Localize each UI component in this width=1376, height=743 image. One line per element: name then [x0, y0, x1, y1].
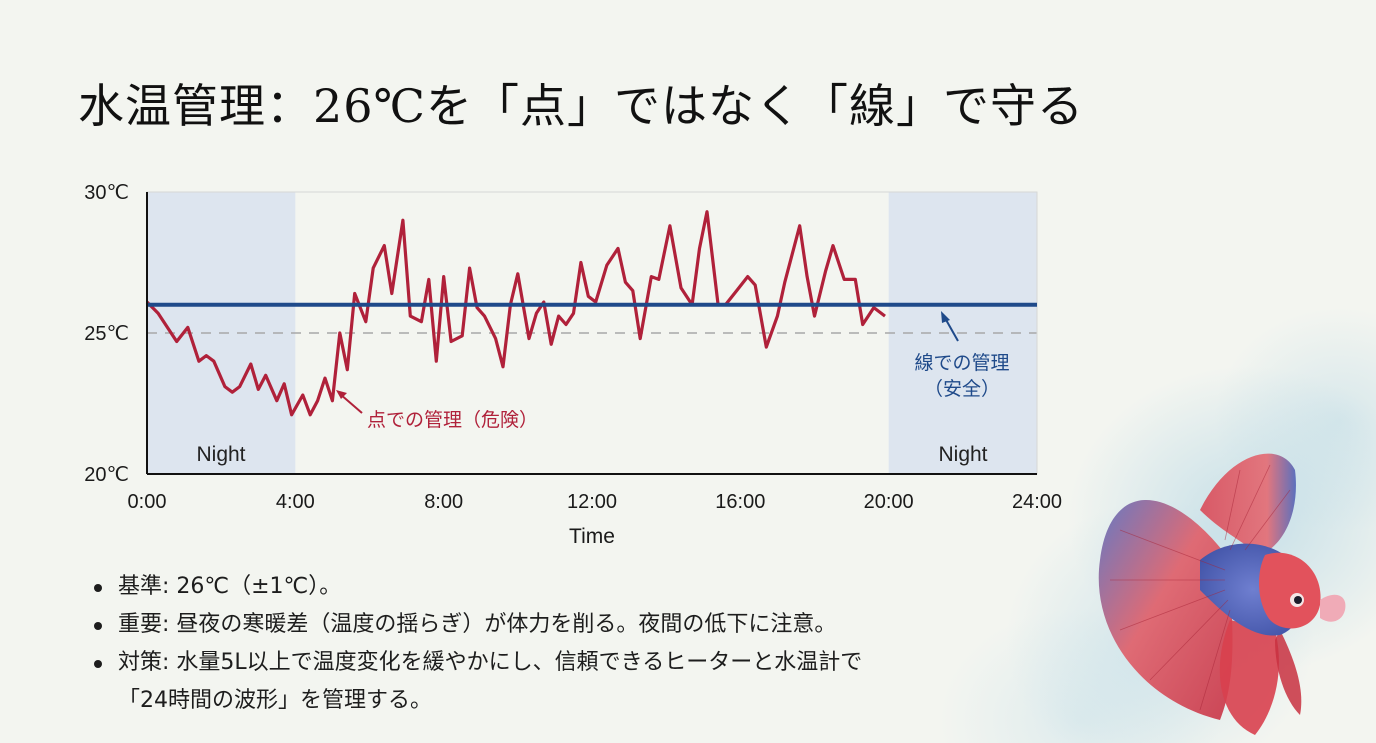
y-tick-labels: 20℃ 25℃ 30℃ [84, 182, 129, 486]
y-tick-label: 25℃ [84, 323, 129, 345]
x-axis-label: Time [569, 525, 615, 548]
x-tick-labels: 0:00 4:00 8:00 12:00 16:00 20:00 24:00 [128, 491, 1063, 513]
x-tick-label: 0:00 [128, 491, 167, 513]
bullet-countermeasure: 対策: 水量5L以上で温度変化を緩やかにし、信頼できるヒーターと水温計で 「24時… [92, 644, 862, 720]
arrow-icon-danger [336, 390, 363, 414]
safe-annotation-line1: 線での管理 [914, 352, 1009, 374]
bullet-standard: 基準: 26℃（±1℃）。 [92, 568, 862, 606]
x-tick-label: 8:00 [424, 491, 463, 513]
bullet-list: 基準: 26℃（±1℃）。 重要: 昼夜の寒暖差（温度の揺らぎ）が体力を削る。夜… [92, 568, 862, 720]
night-label-left: Night [196, 443, 245, 466]
safe-annotation-line2: （安全） [924, 378, 1000, 400]
x-tick-label: 24:00 [1012, 491, 1062, 513]
x-tick-label: 16:00 [715, 491, 765, 513]
danger-annotation: 点での管理（危険） [367, 409, 538, 431]
x-tick-label: 4:00 [276, 491, 315, 513]
x-tick-label: 12:00 [567, 491, 617, 513]
y-tick-label: 30℃ [84, 182, 129, 204]
arrow-icon-safe [941, 311, 959, 342]
betta-fish-illustration [1098, 453, 1346, 735]
bullet-important: 重要: 昼夜の寒暖差（温度の揺らぎ）が体力を削る。夜間の低下に注意。 [92, 606, 862, 644]
slide-title: 水温管理：26℃を「点」ではなく「線」で守る [78, 79, 1084, 133]
x-tick-label: 20:00 [864, 491, 914, 513]
night-label-right: Night [938, 443, 987, 466]
series-point-control [145, 210, 886, 417]
y-tick-label: 20℃ [84, 464, 129, 486]
